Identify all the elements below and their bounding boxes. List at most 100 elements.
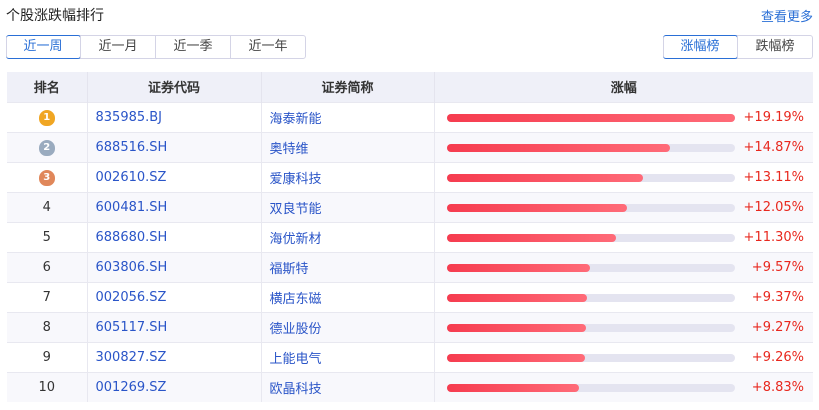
change-value: +9.37%: [751, 289, 804, 305]
view-more-link[interactable]: 查看更多: [760, 10, 813, 25]
change-cell: +13.11%: [434, 161, 813, 192]
rank-cell: 6: [7, 251, 88, 282]
name-link[interactable]: 海泰新能: [261, 101, 435, 132]
table-row[interactable]: 4 600481.SH 双良节能 +12.05%: [7, 191, 813, 222]
code-link[interactable]: 835985.BJ: [87, 101, 262, 132]
change-cell: +19.19%: [434, 101, 813, 132]
change-bar-track: [446, 143, 735, 152]
tab-losers[interactable]: 跌幅榜: [737, 36, 812, 58]
change-value: +13.11%: [743, 169, 804, 185]
rank: 7: [42, 289, 51, 305]
name-link[interactable]: 双良节能: [261, 191, 435, 222]
change-bar: [446, 293, 588, 302]
change-value: +9.27%: [751, 319, 804, 335]
change-bar: [446, 173, 644, 182]
change-cell: +9.26%: [434, 341, 813, 372]
code-link[interactable]: 002610.SZ: [87, 161, 262, 192]
name-link[interactable]: 福斯特: [261, 251, 435, 282]
tab-gainers[interactable]: 涨幅榜: [663, 35, 738, 59]
table-row[interactable]: 3 002610.SZ 爱康科技 +13.11%: [7, 161, 813, 192]
change-value: +9.57%: [751, 259, 804, 275]
table-row[interactable]: 5 688680.SH 海优新材 +11.30%: [7, 221, 813, 252]
table-row[interactable]: 10 001269.SZ 欧晶科技 +8.83%: [7, 371, 813, 402]
change-bar: [446, 263, 591, 272]
code-link[interactable]: 688516.SH: [87, 131, 262, 162]
col-code: 证券代码: [87, 72, 262, 102]
rank-cell: 1: [7, 101, 88, 132]
rank: 9: [42, 349, 51, 365]
change-value: +11.30%: [743, 229, 804, 245]
name-link[interactable]: 德业股份: [261, 311, 435, 342]
col-name: 证券简称: [261, 72, 435, 102]
rank: 4: [42, 199, 51, 215]
change-cell: +8.83%: [434, 371, 813, 402]
rank-cell: 4: [7, 191, 88, 222]
medal-icon: 1: [38, 109, 55, 126]
name-link[interactable]: 横店东磁: [261, 281, 435, 312]
name-link[interactable]: 爱康科技: [261, 161, 435, 192]
medal-icon: 2: [38, 139, 55, 156]
name-link[interactable]: 奥特维: [261, 131, 435, 162]
code-link[interactable]: 300827.SZ: [87, 341, 262, 372]
change-bar-track: [446, 233, 735, 242]
period-tabs: 近一周 近一月 近一季 近一年: [6, 35, 306, 59]
change-bar-track: [446, 263, 735, 272]
tab-week[interactable]: 近一周: [6, 35, 81, 59]
code-link[interactable]: 688680.SH: [87, 221, 262, 252]
code-link[interactable]: 603806.SH: [87, 251, 262, 282]
change-cell: +12.05%: [434, 191, 813, 222]
change-bar: [446, 233, 617, 242]
change-bar: [446, 353, 586, 362]
change-value: +14.87%: [743, 139, 804, 155]
table-row[interactable]: 1 835985.BJ 海泰新能 +19.19%: [7, 101, 813, 132]
rank-cell: 5: [7, 221, 88, 252]
change-value: +12.05%: [743, 199, 804, 215]
change-bar-track: [446, 353, 735, 362]
table-row[interactable]: 2 688516.SH 奥特维 +14.87%: [7, 131, 813, 162]
col-rank: 排名: [7, 72, 88, 102]
change-bar: [446, 113, 735, 122]
tab-year[interactable]: 近一年: [230, 36, 305, 58]
change-value: +19.19%: [743, 109, 804, 125]
change-bar-track: [446, 383, 735, 392]
medal-icon: 3: [38, 169, 55, 186]
change-bar: [446, 383, 580, 392]
page-title: 个股涨跌幅排行: [6, 8, 104, 24]
name-link[interactable]: 上能电气: [261, 341, 435, 372]
code-link[interactable]: 605117.SH: [87, 311, 262, 342]
change-value: +8.83%: [751, 379, 804, 395]
col-change: 涨幅: [434, 72, 813, 102]
change-bar: [446, 203, 628, 212]
change-cell: +9.57%: [434, 251, 813, 282]
rank-cell: 8: [7, 311, 88, 342]
rank-cell: 3: [7, 161, 88, 192]
change-bar-track: [446, 173, 735, 182]
table-row[interactable]: 6 603806.SH 福斯特 +9.57%: [7, 251, 813, 282]
rank-cell: 2: [7, 131, 88, 162]
change-bar: [446, 323, 586, 332]
rank-cell: 10: [7, 371, 88, 402]
code-link[interactable]: 600481.SH: [87, 191, 262, 222]
name-link[interactable]: 海优新材: [261, 221, 435, 252]
change-cell: +9.27%: [434, 311, 813, 342]
rank: 8: [42, 319, 51, 335]
table-row[interactable]: 9 300827.SZ 上能电气 +9.26%: [7, 341, 813, 372]
table-row[interactable]: 7 002056.SZ 横店东磁 +9.37%: [7, 281, 813, 312]
tab-quarter[interactable]: 近一季: [155, 36, 230, 58]
rank-cell: 7: [7, 281, 88, 312]
change-value: +9.26%: [751, 349, 804, 365]
table-row[interactable]: 8 605117.SH 德业股份 +9.27%: [7, 311, 813, 342]
change-cell: +11.30%: [434, 221, 813, 252]
change-cell: +14.87%: [434, 131, 813, 162]
rank: 6: [42, 259, 51, 275]
change-bar-track: [446, 113, 735, 122]
code-link[interactable]: 002056.SZ: [87, 281, 262, 312]
tab-month[interactable]: 近一月: [80, 36, 155, 58]
code-link[interactable]: 001269.SZ: [87, 371, 262, 402]
change-bar-track: [446, 203, 735, 212]
ranking-table: 排名 证券代码 证券简称 涨幅 1 835985.BJ 海泰新能 +19.19%…: [7, 72, 813, 402]
direction-tabs: 涨幅榜 跌幅榜: [663, 35, 813, 59]
rank: 10: [38, 379, 56, 395]
change-bar-track: [446, 293, 735, 302]
name-link[interactable]: 欧晶科技: [261, 371, 435, 402]
